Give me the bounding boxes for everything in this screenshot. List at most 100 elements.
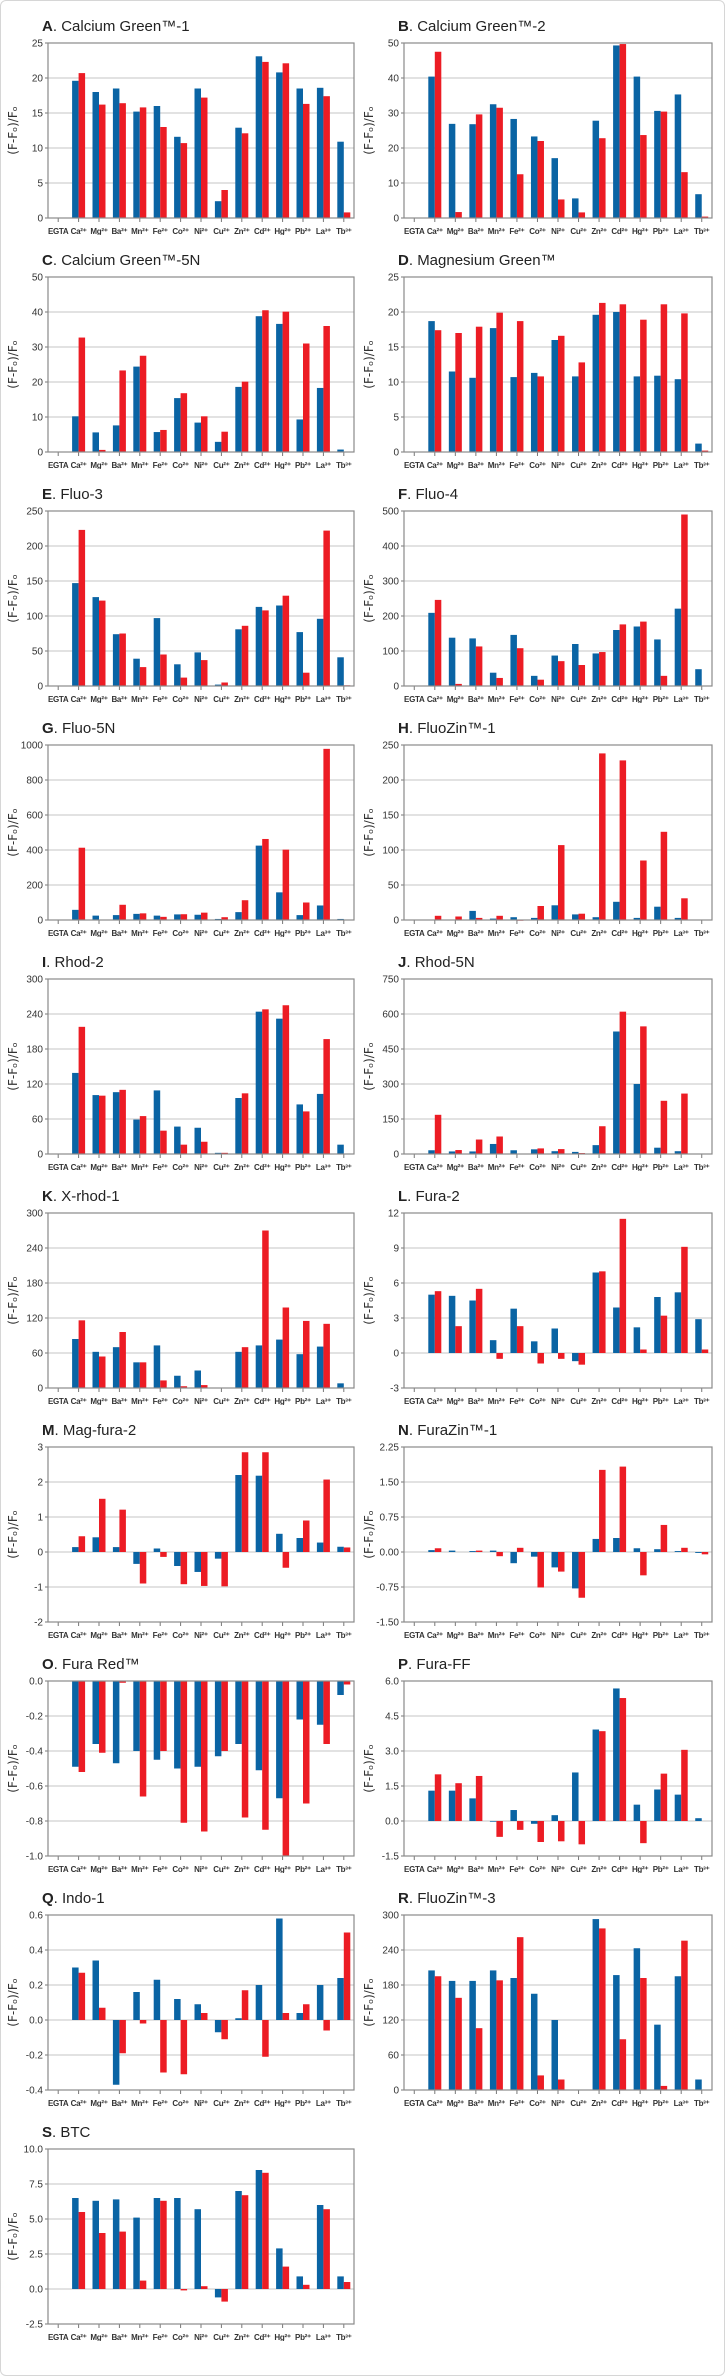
title-separator: . xyxy=(54,1422,63,1439)
bar-red-4 xyxy=(139,1681,147,1797)
bar-red-4 xyxy=(496,1136,503,1154)
bar-blue-5 xyxy=(510,1552,517,1564)
bar-blue-13 xyxy=(674,94,682,218)
bar-blue-3 xyxy=(469,1300,476,1353)
bar-blue-10 xyxy=(613,45,620,219)
bar-blue-9 xyxy=(235,629,242,686)
bar-blue-10 xyxy=(613,1307,620,1353)
category-label: Zn²⁺ xyxy=(234,2099,250,2107)
plot-frame xyxy=(403,42,713,219)
category-label: Cd²⁺ xyxy=(254,695,270,703)
bar-blue-9 xyxy=(592,1538,600,1552)
bar-blue-9 xyxy=(235,912,242,920)
category-label: Ni²⁺ xyxy=(194,1163,208,1171)
category-label: Ba²⁺ xyxy=(111,1163,127,1171)
bar-red-9 xyxy=(241,133,249,218)
bar-blue-10 xyxy=(613,1975,620,2090)
category-label: Pb²⁺ xyxy=(295,461,311,469)
title-separator: . xyxy=(408,1422,418,1439)
category-label: Tb³⁺ xyxy=(694,1163,710,1171)
category-label: Mn²⁺ xyxy=(131,695,148,703)
category-label: Ba²⁺ xyxy=(111,1865,127,1873)
chart-title: F. Fluo-4 xyxy=(398,486,458,503)
bar-red-1 xyxy=(434,1291,442,1353)
bar-blue-2 xyxy=(92,1960,99,2020)
dye-name: Mag-fura-2 xyxy=(62,1422,137,1439)
bar-red-14 xyxy=(343,2282,351,2289)
bar-blue-11 xyxy=(276,2248,283,2289)
y-tick-label: 9 xyxy=(393,1244,399,1255)
bar-red-1 xyxy=(78,529,86,686)
bar-blue-3 xyxy=(469,638,476,686)
bar-red-7 xyxy=(201,97,208,218)
bar-red-1 xyxy=(78,1681,86,1772)
bar-red-12 xyxy=(660,1100,668,1154)
bar-red-13 xyxy=(681,172,688,218)
bar-red-10 xyxy=(262,2020,269,2057)
bar-blue-5 xyxy=(510,377,517,452)
bar-blue-2 xyxy=(448,123,456,218)
bar-blue-7 xyxy=(194,422,201,452)
category-label: Tb³⁺ xyxy=(694,2099,710,2107)
chart-title: J. Rhod-5N xyxy=(398,954,475,971)
y-tick-label: 6 xyxy=(393,1279,399,1290)
y-tick-label: 25 xyxy=(388,273,400,284)
bar-blue-9 xyxy=(235,1351,242,1388)
panel-letter: D xyxy=(398,252,409,269)
bar-red-8 xyxy=(221,2020,228,2040)
bar-red-11 xyxy=(640,621,647,686)
category-label: Fe²⁺ xyxy=(153,461,168,469)
category-label: Co²⁺ xyxy=(172,1163,188,1171)
category-label: Pb²⁺ xyxy=(295,1865,311,1873)
bar-blue-2 xyxy=(92,1095,99,1154)
bar-red-11 xyxy=(640,1552,647,1576)
bar-red-1 xyxy=(78,337,86,452)
bar-blue-9 xyxy=(592,1919,600,2090)
bar-red-11 xyxy=(640,1349,647,1353)
bar-blue-8 xyxy=(572,1353,579,1362)
category-label: Pb²⁺ xyxy=(653,2099,669,2107)
bar-red-3 xyxy=(475,1550,483,1552)
category-label: Cd²⁺ xyxy=(254,227,270,235)
bar-red-1 xyxy=(434,1976,442,2090)
category-label: Co²⁺ xyxy=(172,929,188,937)
dye-name: Rhod-2 xyxy=(54,954,104,971)
chart-title: S. BTC xyxy=(42,2124,90,2141)
bar-chart: -3 0 3 6 9 12 (F-Fₒ)/Fₒ EGTA Ca²⁺ Mg²⁺ Ba²⁺ Mn²⁺ Fe²… xyxy=(363,1209,713,1405)
bar-red-10 xyxy=(619,1466,627,1552)
category-label: La³⁺ xyxy=(316,2333,331,2341)
bar-blue-5 xyxy=(153,1090,161,1154)
chart-panel-e: 0 50 100 150 200 250 (F-Fₒ)/Fₒ EGTA Ca²⁺ Mg²⁺ Ba²⁺… xyxy=(1,469,363,703)
chart-title: K. X-rhod-1 xyxy=(42,1188,120,1205)
bar-red-8 xyxy=(578,1821,586,1845)
bar-blue-4 xyxy=(133,1681,140,1751)
bar-chart: 0 10 20 30 40 50 (F-Fₒ)/Fₒ EGTA Ca²⁺ Mg²⁺ Ba²⁺ Mn²⁺… xyxy=(6,273,355,469)
bar-red-6 xyxy=(180,1552,188,1585)
category-label: Pb²⁺ xyxy=(295,695,311,703)
bar-blue-11 xyxy=(633,1084,641,1154)
category-label: La³⁺ xyxy=(316,695,331,703)
bar-blue-11 xyxy=(276,72,283,219)
category-label: Pb²⁺ xyxy=(653,1163,669,1171)
bar-blue-8 xyxy=(214,684,222,686)
bar-red-5 xyxy=(516,174,524,218)
y-tick-label: -0.4 xyxy=(26,1747,44,1758)
category-label: Cd²⁺ xyxy=(611,695,627,703)
category-label: Fe²⁺ xyxy=(509,227,524,235)
category-label: Ni²⁺ xyxy=(194,929,208,937)
bar-blue-4 xyxy=(133,2217,140,2289)
bar-red-13 xyxy=(323,1681,330,1744)
category-label: Ca²⁺ xyxy=(71,1163,87,1171)
bar-blue-10 xyxy=(255,845,263,920)
bar-red-3 xyxy=(119,103,126,218)
category-label: Cu²⁺ xyxy=(213,1865,229,1873)
category-label: Cd²⁺ xyxy=(254,2099,270,2107)
y-tick-label: 0.2 xyxy=(29,1981,43,1992)
bar-red-11 xyxy=(640,1978,647,2090)
category-label: Cu²⁺ xyxy=(570,461,586,469)
category-label: Hg²⁺ xyxy=(632,929,648,937)
bar-red-4 xyxy=(139,1552,147,1584)
bar-blue-14 xyxy=(337,657,344,686)
bar-red-14 xyxy=(701,216,709,218)
y-tick-label: 500 xyxy=(382,507,399,518)
